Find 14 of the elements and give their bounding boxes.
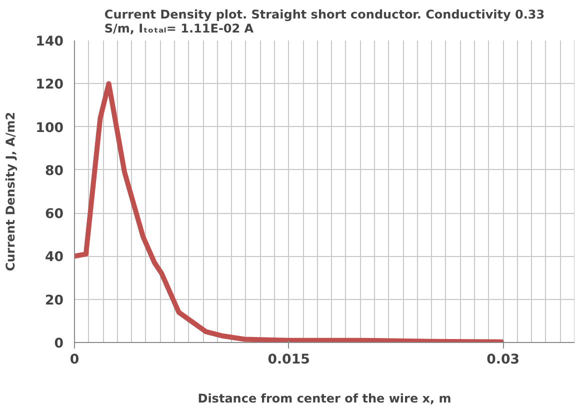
y-tick-label: 0 [54, 336, 64, 352]
y-tick-label: 140 [36, 34, 64, 50]
x-tick-label: 0.015 [268, 352, 310, 368]
y-axis-title: Current Density J, A/m2 [4, 112, 18, 272]
x-axis-title: Distance from center of the wire x, m [198, 392, 452, 406]
x-tick-label: 0 [70, 352, 80, 368]
y-tick-label: 20 [44, 293, 64, 308]
y-tick-label: 40 [44, 250, 64, 266]
y-tick-label: 120 [36, 78, 64, 93]
x-tick-label: 0.03 [486, 352, 520, 368]
chart-title: Current Density plot. Straight short conductor. Conductivity 0.33 S/m, Iₜₒₜₐₗ= 1.11E-02 A [104, 8, 545, 36]
y-tick-label: 60 [44, 207, 64, 222]
y-tick-label: 100 [36, 120, 64, 136]
y-tick-label: 80 [44, 164, 64, 179]
